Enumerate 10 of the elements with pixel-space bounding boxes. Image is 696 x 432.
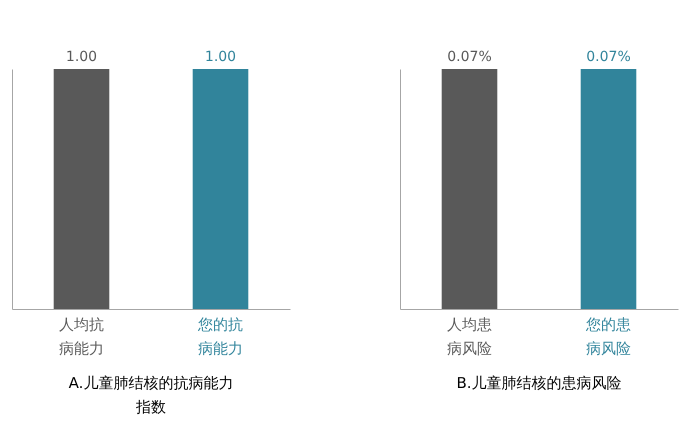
x-tick-label: 您的患病风险 (585, 316, 631, 358)
data-label: 0.07% (586, 49, 631, 65)
text: B.儿童肺结核的患病风险 (456, 374, 622, 392)
x-tick-label: 人均抗病能力 (59, 316, 104, 358)
data-label: 1.00 (204, 49, 236, 65)
data-label: 0.07% (447, 49, 492, 65)
data-label: 1.00 (66, 49, 98, 65)
x-tick-label: 人均患病风险 (447, 316, 492, 358)
x-tick-label: 您的抗病能力 (197, 316, 243, 358)
text: A.儿童肺结核的抗病能力指数 (68, 374, 234, 416)
